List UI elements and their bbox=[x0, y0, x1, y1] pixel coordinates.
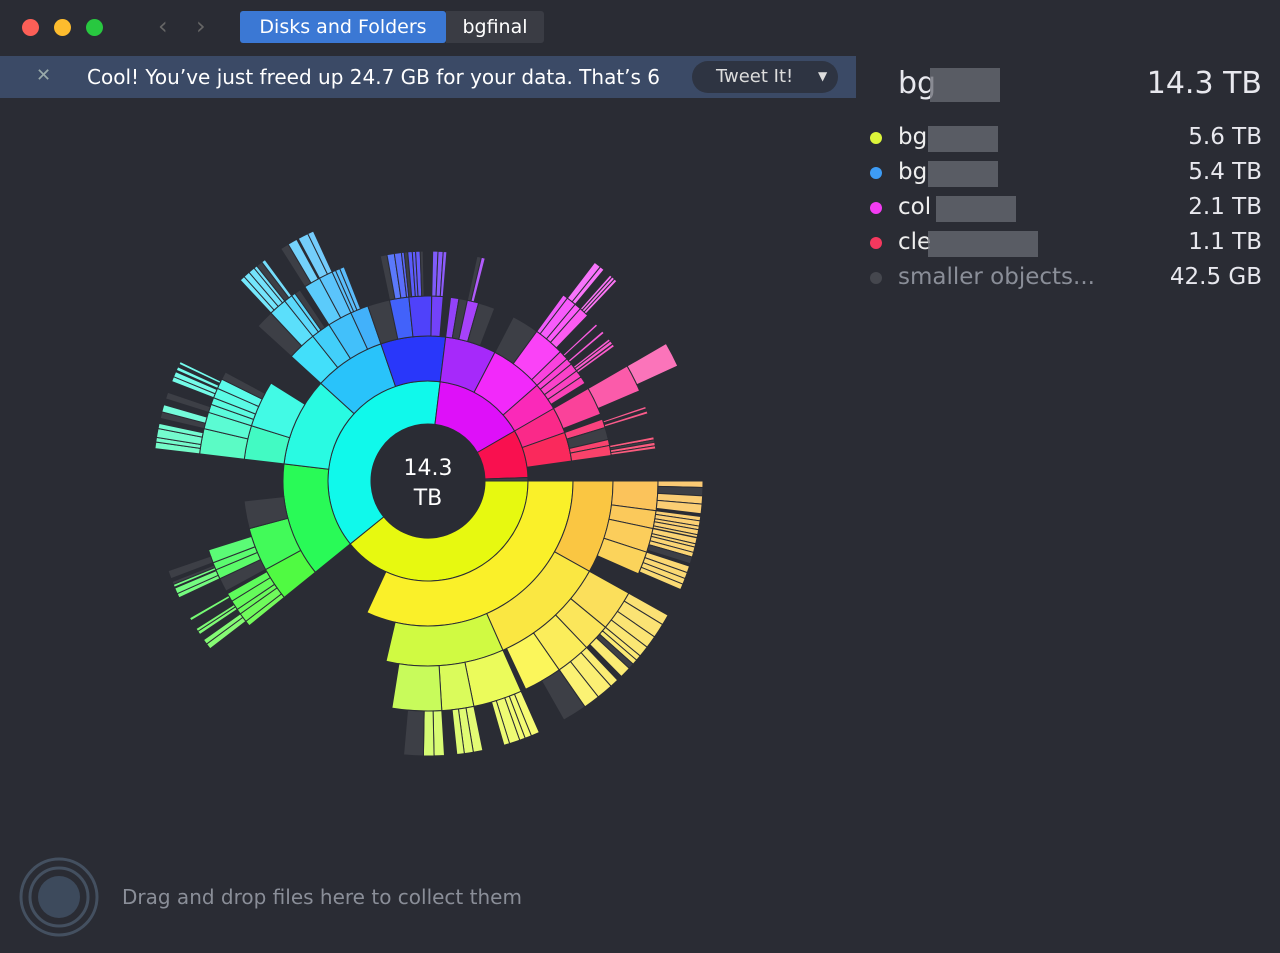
redacted bbox=[928, 126, 998, 152]
folder-segment bbox=[451, 708, 465, 756]
folder-segment bbox=[574, 340, 614, 372]
folder-segment bbox=[172, 370, 218, 395]
title-bar: ‹ › Disks and Folders bgfinal bbox=[0, 0, 1280, 56]
drop-target-core bbox=[38, 876, 80, 918]
folder-segment bbox=[164, 391, 211, 413]
redacted bbox=[928, 161, 998, 187]
item-name: cle bbox=[898, 229, 932, 255]
folder-segment bbox=[583, 278, 618, 315]
minimize-button[interactable] bbox=[54, 19, 71, 36]
folder-segment bbox=[178, 360, 222, 385]
redacted bbox=[936, 196, 1016, 222]
folder-segment bbox=[408, 295, 433, 338]
folder-segment bbox=[562, 323, 599, 357]
back-button[interactable]: ‹ bbox=[158, 12, 168, 40]
redacted bbox=[928, 231, 1038, 257]
folder-segment bbox=[202, 613, 244, 645]
folder-segment bbox=[467, 302, 496, 347]
folder-segment bbox=[307, 230, 333, 275]
folder-segment bbox=[157, 422, 204, 438]
folder-segment bbox=[430, 295, 444, 338]
folder-segment bbox=[171, 564, 216, 586]
folder-segment bbox=[490, 700, 511, 746]
folder-segment bbox=[339, 266, 362, 311]
legend-dot bbox=[870, 202, 882, 214]
root-name: bg bbox=[898, 66, 937, 101]
center-hole[interactable] bbox=[371, 424, 485, 538]
item-name: col bbox=[898, 194, 932, 220]
banner-close[interactable]: ✕ bbox=[36, 65, 52, 86]
folder-segment bbox=[402, 709, 425, 757]
folder-segment bbox=[188, 594, 231, 622]
folder-segment bbox=[603, 410, 649, 428]
item-size: 5.4 TB bbox=[1188, 159, 1262, 185]
folder-segment bbox=[174, 569, 219, 595]
folder-segment bbox=[294, 289, 326, 331]
folder-segment bbox=[161, 404, 208, 424]
redacted bbox=[930, 68, 1000, 102]
breadcrumb[interactable]: Disks and Folders bbox=[240, 11, 446, 43]
zoom-button[interactable] bbox=[86, 19, 103, 36]
drop-hint: Drag and drop files here to collect them bbox=[122, 885, 522, 909]
drop-target[interactable] bbox=[19, 857, 99, 937]
folder-segment bbox=[602, 405, 647, 424]
folder-segment bbox=[221, 371, 266, 400]
legend-dot bbox=[870, 237, 882, 249]
folder-segment bbox=[391, 663, 443, 712]
folder-segment bbox=[261, 258, 293, 299]
folder-segment bbox=[226, 570, 271, 602]
folder-segment bbox=[575, 343, 616, 374]
center-value: 14.3 bbox=[404, 456, 453, 481]
folder-segment bbox=[655, 499, 703, 515]
item-size: 2.1 TB bbox=[1188, 194, 1262, 220]
folder-segment bbox=[419, 250, 425, 297]
item-name: smaller objects... bbox=[898, 264, 1095, 290]
folder-segment bbox=[547, 376, 586, 406]
folder-segment bbox=[646, 544, 693, 565]
folder-segment bbox=[567, 330, 605, 363]
item-name: bg bbox=[898, 124, 928, 150]
folder-segment bbox=[540, 669, 586, 721]
item-size: 42.5 GB bbox=[1169, 264, 1262, 290]
folder-segment bbox=[638, 566, 684, 591]
legend-dot bbox=[870, 132, 882, 144]
dropdown-arrow[interactable]: ▼ bbox=[818, 69, 828, 83]
folder-segment bbox=[589, 637, 630, 678]
folder-segment bbox=[287, 238, 319, 284]
root-size: 14.3 TB bbox=[1146, 66, 1262, 101]
legend-dot bbox=[870, 167, 882, 179]
folder-segment bbox=[432, 710, 446, 757]
folder-segment bbox=[571, 266, 605, 306]
legend-dot bbox=[870, 272, 882, 284]
item-size: 5.6 TB bbox=[1188, 124, 1262, 150]
folder-segment bbox=[626, 342, 679, 386]
center-unit: TB bbox=[413, 486, 443, 511]
tweet-label: Tweet It! bbox=[716, 66, 794, 87]
forward-button[interactable]: › bbox=[196, 12, 206, 40]
item-name: bg bbox=[898, 159, 928, 185]
folder-segment bbox=[243, 496, 289, 530]
banner-message: Cool! You’ve just freed up 24.7 GB for y… bbox=[87, 65, 661, 89]
folder-segment bbox=[167, 555, 214, 580]
item-size: 1.1 TB bbox=[1188, 229, 1262, 255]
tweet-button[interactable]: Tweet It! ▼ bbox=[692, 61, 838, 93]
folder-segment bbox=[195, 603, 237, 633]
folder-segment bbox=[439, 250, 448, 298]
breadcrumb[interactable]: bgfinal bbox=[446, 11, 544, 43]
folder-segment bbox=[175, 366, 220, 390]
close-button[interactable] bbox=[22, 19, 39, 36]
folder-segment bbox=[470, 256, 486, 303]
folder-segment bbox=[610, 445, 657, 456]
drop-target-ring bbox=[28, 866, 90, 928]
folder-segment bbox=[422, 710, 435, 757]
banner: ✕ Cool! You’ve just freed up 24.7 GB for… bbox=[0, 56, 856, 98]
